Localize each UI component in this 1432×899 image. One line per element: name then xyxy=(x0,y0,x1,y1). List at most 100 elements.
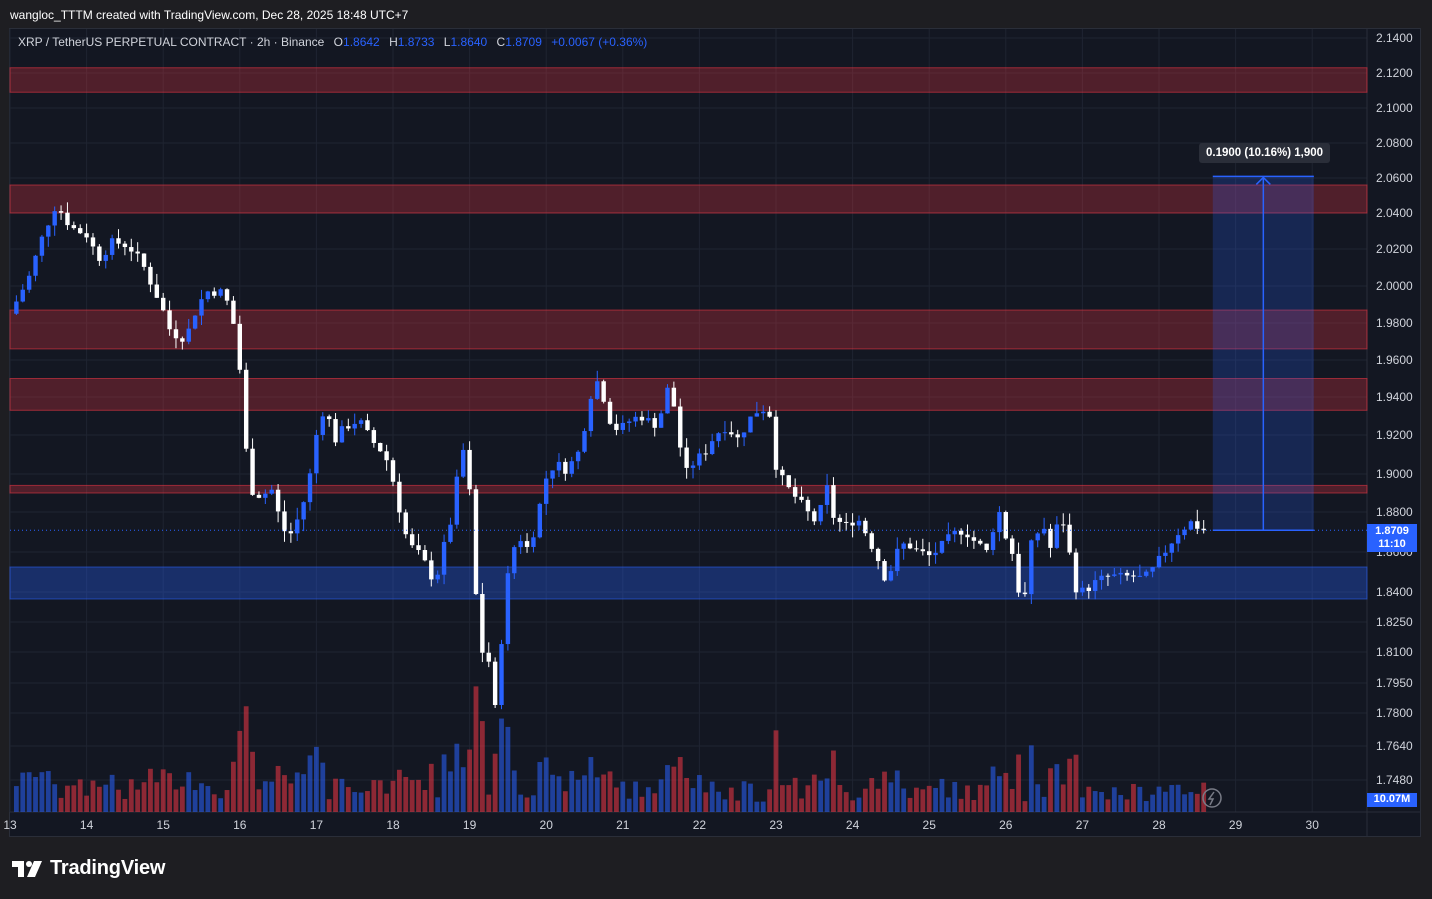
candle-body[interactable] xyxy=(397,481,402,513)
candle-body[interactable] xyxy=(141,253,147,267)
candle-body[interactable] xyxy=(518,541,523,548)
zone-resistance-2[interactable] xyxy=(9,309,1368,350)
candle-body[interactable] xyxy=(703,453,708,455)
candle-body[interactable] xyxy=(658,413,664,428)
candle-body[interactable] xyxy=(1163,552,1168,556)
candle-body[interactable] xyxy=(844,521,849,523)
candle-body[interactable] xyxy=(314,434,319,474)
candle-body[interactable] xyxy=(818,504,823,522)
candle-body[interactable] xyxy=(14,301,19,314)
candle-body[interactable] xyxy=(716,433,721,442)
candle-body[interactable] xyxy=(563,461,568,474)
candle-body[interactable] xyxy=(243,369,249,449)
candle-body[interactable] xyxy=(1118,572,1123,575)
candle-body[interactable] xyxy=(569,461,574,474)
candle-body[interactable] xyxy=(52,211,57,226)
candle-body[interactable] xyxy=(231,300,236,324)
candle-body[interactable] xyxy=(1175,535,1181,544)
candle-body[interactable] xyxy=(646,418,651,421)
candle-body[interactable] xyxy=(748,416,753,433)
candle-body[interactable] xyxy=(1105,575,1111,577)
candle-body[interactable] xyxy=(684,447,689,468)
candle-body[interactable] xyxy=(301,502,306,520)
candle-body[interactable] xyxy=(282,511,287,532)
candle-body[interactable] xyxy=(1124,572,1130,576)
candle-body[interactable] xyxy=(352,423,357,429)
candle-body[interactable] xyxy=(326,416,332,420)
tradingview-logo[interactable]: TradingView xyxy=(12,857,165,880)
candle-body[interactable] xyxy=(888,571,894,581)
candle-body[interactable] xyxy=(256,494,262,498)
candle-body[interactable] xyxy=(544,478,549,504)
candle-body[interactable] xyxy=(1080,587,1085,593)
candle-body[interactable] xyxy=(422,550,428,561)
candle-body[interactable] xyxy=(652,418,657,428)
candle-body[interactable] xyxy=(671,387,677,407)
candle-body[interactable] xyxy=(863,520,868,534)
candle-body[interactable] xyxy=(269,489,274,494)
candle-body[interactable] xyxy=(90,237,96,247)
candle-body[interactable] xyxy=(78,228,83,234)
candle-body[interactable] xyxy=(33,255,38,276)
candle-body[interactable] xyxy=(473,489,479,595)
candle-body[interactable] xyxy=(633,416,638,422)
candle-body[interactable] xyxy=(199,299,204,316)
candle-body[interactable] xyxy=(1112,574,1117,576)
candle-body[interactable] xyxy=(978,540,983,544)
candle-body[interactable] xyxy=(882,561,887,581)
candle-body[interactable] xyxy=(1016,553,1021,593)
candle-body[interactable] xyxy=(780,469,785,476)
candle-body[interactable] xyxy=(1022,592,1028,595)
candle-body[interactable] xyxy=(1054,524,1060,548)
candle-body[interactable] xyxy=(1144,571,1149,576)
candle-body[interactable] xyxy=(180,338,185,342)
candle-body[interactable] xyxy=(365,420,370,431)
candle-body[interactable] xyxy=(531,537,536,547)
candle-body[interactable] xyxy=(805,499,811,512)
zone-resistance-3[interactable] xyxy=(9,378,1368,411)
zone-resistance-0[interactable] xyxy=(9,67,1368,93)
candle-body[interactable] xyxy=(288,531,294,534)
candle-body[interactable] xyxy=(920,549,926,552)
candle-body[interactable] xyxy=(1156,555,1162,568)
candle-body[interactable] xyxy=(39,236,45,256)
candle-body[interactable] xyxy=(1188,521,1194,530)
candle-body[interactable] xyxy=(461,449,466,477)
candle-body[interactable] xyxy=(792,487,798,497)
candle-body[interactable] xyxy=(173,329,179,339)
candle-body[interactable] xyxy=(339,426,345,443)
candle-body[interactable] xyxy=(869,533,874,549)
candle-body[interactable] xyxy=(678,406,683,448)
candle-body[interactable] xyxy=(965,534,970,538)
candle-body[interactable] xyxy=(1201,528,1206,531)
candle-body[interactable] xyxy=(505,573,511,645)
candle-body[interactable] xyxy=(537,503,543,538)
replay-icon[interactable] xyxy=(1202,788,1222,808)
candle-body[interactable] xyxy=(409,534,415,546)
candle-body[interactable] xyxy=(307,473,313,503)
zone-resistance-1[interactable] xyxy=(9,184,1368,214)
candle-body[interactable] xyxy=(1061,524,1066,526)
candle-body[interactable] xyxy=(741,432,747,438)
candle-body[interactable] xyxy=(499,644,504,706)
candle-body[interactable] xyxy=(799,496,804,500)
candle-body[interactable] xyxy=(237,323,242,370)
candle-body[interactable] xyxy=(690,465,696,468)
candle-body[interactable] xyxy=(448,524,453,542)
candle-body[interactable] xyxy=(856,520,862,526)
measure-label[interactable]: 0.1900 (10.16%) 1,900 xyxy=(1199,143,1331,163)
candle-body[interactable] xyxy=(1169,543,1174,553)
candle-body[interactable] xyxy=(620,422,625,430)
candle-body[interactable] xyxy=(575,451,581,462)
candle-body[interactable] xyxy=(1099,575,1104,581)
candle-body[interactable] xyxy=(512,547,517,574)
candle-body[interactable] xyxy=(212,291,217,296)
candle-body[interactable] xyxy=(109,238,115,255)
candle-body[interactable] xyxy=(84,233,89,238)
candle-body[interactable] xyxy=(205,291,211,300)
candle-body[interactable] xyxy=(384,451,389,461)
candle-body[interactable] xyxy=(103,254,108,261)
chart[interactable]: 2.1400 2.1200 2.1000 2.0800 2.0600 2.0400 2.02… xyxy=(0,0,1432,838)
candle-body[interactable] xyxy=(895,548,900,572)
candle-body[interactable] xyxy=(97,246,102,261)
